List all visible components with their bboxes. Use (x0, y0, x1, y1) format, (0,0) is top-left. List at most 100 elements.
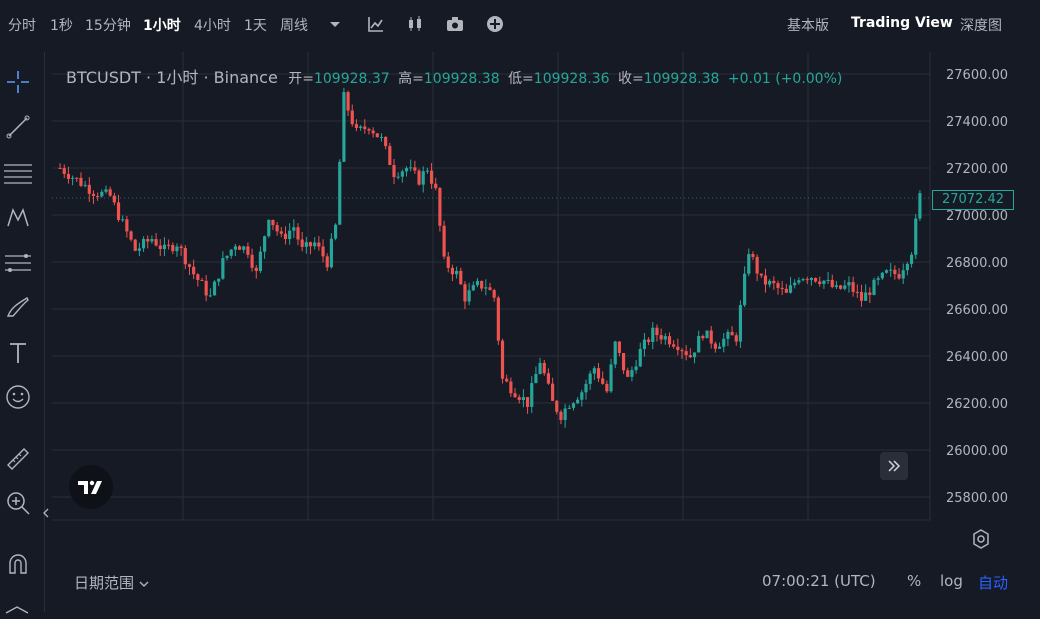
candle-body (146, 239, 150, 242)
interval-1w[interactable]: 周线 (280, 18, 308, 34)
chevron-down-icon (139, 581, 149, 587)
candle-body (818, 281, 822, 284)
candle-body (342, 92, 346, 162)
candle-body (538, 362, 542, 374)
candle-body (71, 177, 75, 179)
interval-fenshi[interactable]: 分时 (8, 18, 36, 34)
view-tradingview[interactable]: Trading View (851, 15, 953, 31)
candle-body (859, 291, 864, 301)
pattern-icon (7, 208, 29, 227)
candle-body (137, 248, 141, 251)
horizontal-lines-tool[interactable] (3, 158, 33, 188)
crosshair-tool[interactable] (3, 67, 33, 97)
settings-icon[interactable] (970, 528, 992, 550)
candle-body (701, 336, 705, 339)
collapse-arrow-icon[interactable] (42, 507, 50, 519)
candle-body (755, 256, 759, 274)
candle-body (576, 399, 580, 404)
price-axis-label: 27200.00 (946, 162, 1008, 177)
interval-15m[interactable]: 15分钟 (85, 18, 131, 34)
interval-4h[interactable]: 4小时 (194, 18, 231, 34)
candle-body (79, 177, 83, 186)
candle-body (150, 239, 154, 242)
interval-1s[interactable]: 1秒 (50, 18, 73, 34)
tradingview-logo[interactable] (69, 465, 113, 509)
candle-body (96, 195, 100, 197)
candle-body (605, 383, 609, 392)
brush-tool[interactable] (3, 292, 33, 322)
candle-body (196, 274, 200, 280)
date-range-label: 日期范围 (74, 574, 135, 592)
candle-body (87, 184, 91, 194)
candle-body (417, 170, 421, 185)
candle-body (884, 270, 889, 273)
log-toggle[interactable]: log (940, 572, 963, 590)
candle-body (304, 242, 308, 247)
more-tools-icon[interactable] (4, 600, 40, 614)
magnet-tool[interactable] (3, 549, 33, 579)
candle-body (179, 246, 183, 249)
zoom-tool[interactable] (3, 488, 33, 518)
utc-clock[interactable]: 07:00:21 (UTC) (762, 572, 876, 590)
symbol-title[interactable]: BTCUSDT · 1小时 · Binance (66, 68, 278, 87)
candle-body (104, 189, 108, 192)
candle-body (542, 362, 546, 374)
candle-body (58, 168, 62, 169)
close-label: 收= (617, 71, 644, 87)
candle-body (313, 242, 317, 247)
candle-body (425, 170, 429, 172)
candle-body (141, 239, 146, 249)
candle-body (667, 336, 672, 345)
candle-body (734, 335, 738, 342)
candle-body (851, 282, 855, 292)
interval-1d[interactable]: 1天 (244, 18, 267, 34)
scroll-to-realtime-button[interactable] (880, 452, 908, 480)
candle-body (317, 242, 321, 247)
candle-body (154, 239, 158, 246)
candle-body (254, 267, 258, 271)
pattern-tool[interactable] (3, 202, 33, 232)
fib-tool[interactable] (3, 248, 33, 278)
date-range-button[interactable]: 日期范围 (74, 572, 149, 593)
candle-body (855, 291, 859, 293)
candle-body (613, 341, 617, 365)
candle-body (596, 368, 601, 379)
candle-body (592, 368, 596, 374)
trend-line-tool[interactable] (3, 112, 33, 142)
candle-body (839, 285, 843, 289)
candle-body (471, 285, 475, 291)
view-depth[interactable]: 深度图 (960, 18, 1002, 34)
candle-body (225, 255, 229, 259)
candle-body (663, 336, 667, 340)
candle-body (692, 352, 697, 358)
indicator-icon[interactable] (366, 14, 386, 34)
candle-body (534, 373, 538, 384)
candle-body (580, 392, 584, 400)
high-value: 109928.38 (423, 71, 500, 87)
interval-1h[interactable]: 1小时 (143, 18, 181, 34)
ruler-tool[interactable] (3, 444, 33, 474)
candle-body (826, 279, 830, 281)
candle-body (125, 219, 129, 232)
candle-body (793, 282, 797, 286)
add-circle-icon[interactable] (485, 14, 505, 34)
auto-scale-toggle[interactable]: 自动 (978, 574, 1009, 592)
candle-body (843, 285, 847, 289)
camera-icon[interactable] (445, 14, 465, 34)
percent-toggle[interactable]: % (907, 572, 922, 590)
emoji-tool[interactable] (3, 382, 33, 412)
candlestick-chart[interactable]: 27600.00 27400.00 27200.00 27000.00 26800.00… (52, 52, 1024, 522)
candle-body (788, 285, 793, 293)
candle-body (333, 224, 338, 239)
candle-body (129, 231, 133, 240)
candle-body (626, 370, 630, 377)
candle-body (421, 171, 425, 185)
chart-area[interactable]: 27600.00 27400.00 27200.00 27000.00 26800.00… (52, 52, 1024, 522)
candlestick-icon[interactable] (405, 14, 425, 34)
text-tool[interactable] (3, 338, 33, 368)
candle-body (563, 408, 567, 420)
candle-body (747, 254, 751, 274)
candle-body (889, 269, 893, 271)
view-basic[interactable]: 基本版 (787, 18, 829, 34)
chevron-down-icon[interactable] (325, 14, 345, 34)
